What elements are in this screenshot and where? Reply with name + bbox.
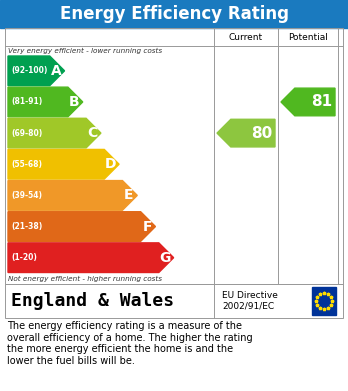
Polygon shape — [8, 87, 83, 117]
Text: F: F — [142, 219, 152, 233]
Bar — [312, 287, 336, 315]
Text: Very energy efficient - lower running costs: Very energy efficient - lower running co… — [8, 48, 162, 54]
Text: C: C — [87, 126, 98, 140]
Polygon shape — [8, 149, 119, 179]
Text: Not energy efficient - higher running costs: Not energy efficient - higher running co… — [8, 276, 162, 282]
Text: (92-100): (92-100) — [11, 66, 47, 75]
Text: (1-20): (1-20) — [11, 253, 37, 262]
Polygon shape — [281, 88, 335, 116]
Text: A: A — [51, 64, 62, 78]
Text: D: D — [105, 157, 117, 171]
Text: 81: 81 — [311, 95, 332, 109]
Polygon shape — [8, 181, 137, 210]
Polygon shape — [8, 56, 65, 86]
Text: Current: Current — [229, 32, 263, 41]
Bar — [5, 28, 343, 284]
Text: (21-38): (21-38) — [11, 222, 42, 231]
Text: B: B — [69, 95, 80, 109]
Text: E: E — [124, 188, 134, 203]
Text: (39-54): (39-54) — [11, 191, 42, 200]
Text: 80: 80 — [251, 126, 272, 141]
Bar — [5, 284, 343, 318]
Text: (81-91): (81-91) — [11, 97, 42, 106]
Text: (69-80): (69-80) — [11, 129, 42, 138]
Polygon shape — [8, 118, 101, 148]
Polygon shape — [217, 119, 275, 147]
Text: Potential: Potential — [288, 32, 328, 41]
Text: EU Directive
2002/91/EC: EU Directive 2002/91/EC — [222, 291, 278, 311]
Bar — [0, 0, 348, 28]
Polygon shape — [8, 243, 174, 273]
Polygon shape — [8, 212, 156, 241]
Text: Energy Efficiency Rating: Energy Efficiency Rating — [60, 5, 288, 23]
Text: England & Wales: England & Wales — [11, 292, 174, 310]
Text: G: G — [159, 251, 171, 265]
Text: The energy efficiency rating is a measure of the
overall efficiency of a home. T: The energy efficiency rating is a measur… — [7, 321, 253, 366]
Text: (55-68): (55-68) — [11, 160, 42, 169]
